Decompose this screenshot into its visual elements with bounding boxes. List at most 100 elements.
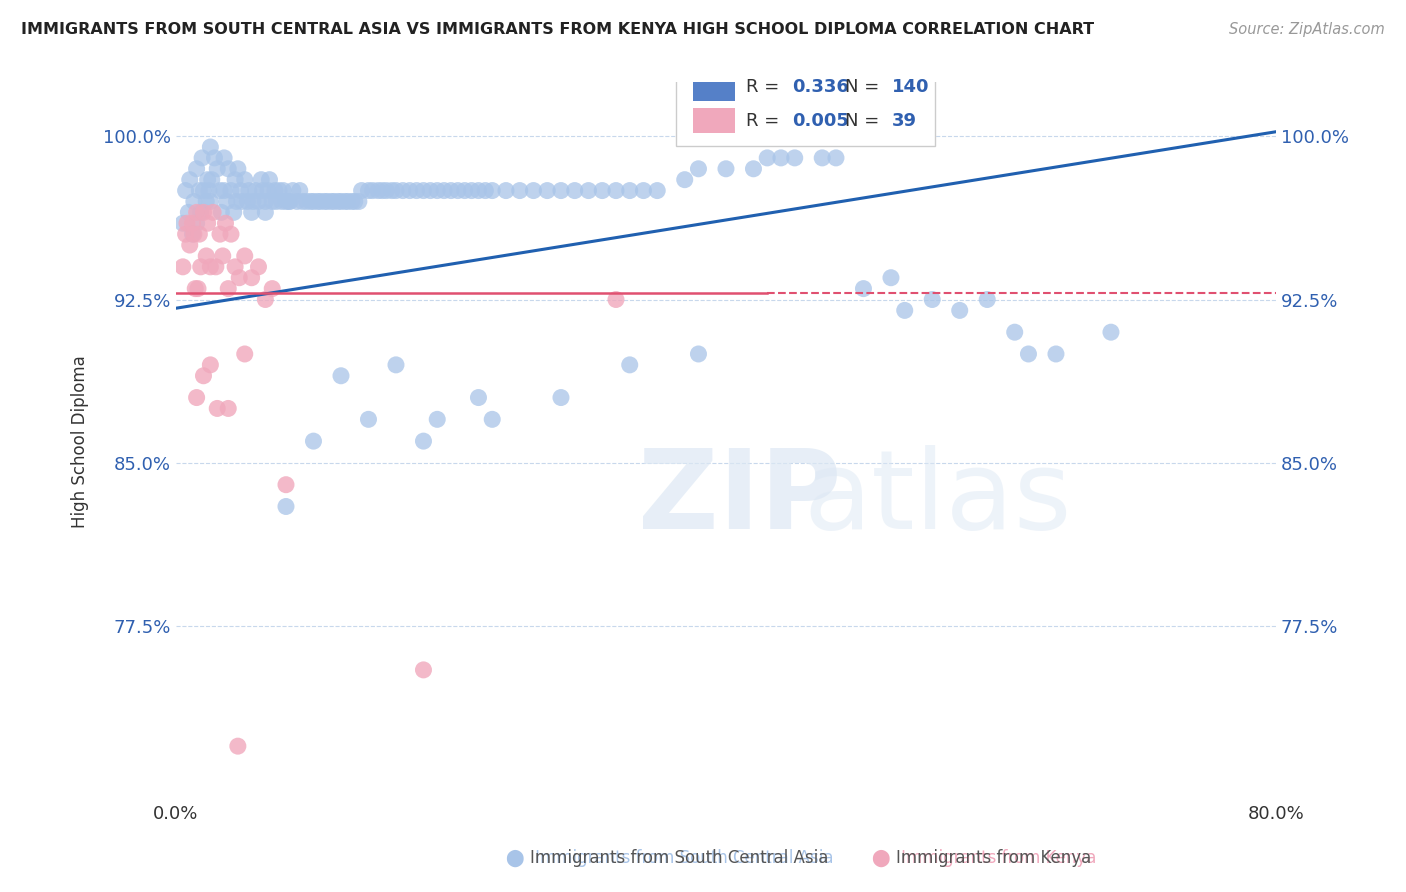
Point — [186, 161, 208, 176]
Point — [921, 293, 943, 307]
Point — [209, 205, 232, 219]
Point — [412, 663, 434, 677]
Point — [219, 227, 242, 241]
Point — [257, 184, 280, 198]
Point — [172, 260, 194, 274]
Point — [302, 434, 325, 449]
Point — [495, 184, 517, 198]
Point — [673, 172, 696, 186]
Point — [207, 161, 229, 176]
Point — [233, 249, 256, 263]
Point — [183, 194, 205, 209]
Point — [454, 184, 477, 198]
Point — [247, 194, 270, 209]
Point — [191, 151, 214, 165]
Point — [357, 412, 380, 426]
Point — [880, 270, 903, 285]
Bar — [693, 76, 735, 101]
Text: atlas: atlas — [803, 445, 1071, 552]
Point — [605, 293, 627, 307]
Point — [295, 194, 318, 209]
Point — [769, 151, 792, 165]
Point — [433, 184, 456, 198]
Text: Immigrants from Kenya: Immigrants from Kenya — [896, 849, 1091, 867]
Text: 39: 39 — [891, 112, 917, 130]
Point — [212, 151, 235, 165]
Text: ⬤  Immigrants from South Central Asia: ⬤ Immigrants from South Central Asia — [506, 849, 834, 867]
Point — [412, 184, 434, 198]
Point — [219, 184, 242, 198]
Point — [949, 303, 972, 318]
Point — [214, 216, 236, 230]
Point — [197, 216, 219, 230]
Point — [208, 184, 231, 198]
Point — [481, 184, 503, 198]
Point — [277, 194, 299, 209]
Point — [271, 184, 294, 198]
Point — [176, 216, 198, 230]
Text: N =: N = — [845, 112, 884, 130]
Text: ⬤  Immigrants from Kenya: ⬤ Immigrants from Kenya — [872, 849, 1097, 867]
Point — [1017, 347, 1039, 361]
Point — [481, 412, 503, 426]
Point — [172, 216, 194, 230]
Point — [174, 184, 197, 198]
Point — [266, 194, 288, 209]
Point — [1045, 347, 1067, 361]
Point — [343, 194, 366, 209]
Point — [852, 282, 875, 296]
Point — [238, 184, 260, 198]
Point — [177, 205, 200, 219]
Text: 0.005: 0.005 — [792, 112, 849, 130]
Point — [288, 184, 311, 198]
Point — [262, 282, 284, 296]
Point — [976, 293, 998, 307]
Point — [291, 194, 314, 209]
Point — [330, 194, 353, 209]
Point — [269, 184, 291, 198]
Point — [619, 184, 641, 198]
Text: IMMIGRANTS FROM SOUTH CENTRAL ASIA VS IMMIGRANTS FROM KENYA HIGH SCHOOL DIPLOMA : IMMIGRANTS FROM SOUTH CENTRAL ASIA VS IM… — [21, 22, 1094, 37]
Point — [385, 184, 408, 198]
Point — [250, 172, 273, 186]
Point — [281, 184, 304, 198]
Point — [202, 205, 225, 219]
Point — [522, 184, 544, 198]
Point — [226, 739, 249, 753]
Point — [190, 205, 212, 219]
Point — [217, 161, 239, 176]
Point — [385, 358, 408, 372]
Point — [309, 194, 332, 209]
Point — [254, 293, 277, 307]
Point — [619, 358, 641, 372]
Point — [254, 205, 277, 219]
Point — [252, 184, 274, 198]
Point — [186, 391, 208, 405]
Point — [188, 227, 211, 241]
Point — [321, 194, 343, 209]
Point — [254, 194, 277, 209]
Point — [412, 434, 434, 449]
Point — [633, 184, 655, 198]
Point — [756, 151, 779, 165]
Point — [198, 184, 221, 198]
Point — [350, 184, 373, 198]
Point — [242, 194, 264, 209]
Point — [215, 194, 238, 209]
Point — [302, 194, 325, 209]
Point — [307, 194, 329, 209]
Point — [233, 172, 256, 186]
Point — [550, 184, 572, 198]
Point — [193, 205, 215, 219]
Point — [186, 216, 208, 230]
Point — [240, 270, 263, 285]
Point — [262, 194, 284, 209]
Point — [316, 194, 339, 209]
Text: 0.336: 0.336 — [792, 78, 849, 95]
Point — [226, 161, 249, 176]
Point — [381, 184, 404, 198]
Y-axis label: High School Diploma: High School Diploma — [72, 355, 89, 527]
Point — [174, 227, 197, 241]
Point — [205, 260, 228, 274]
Point — [742, 161, 765, 176]
